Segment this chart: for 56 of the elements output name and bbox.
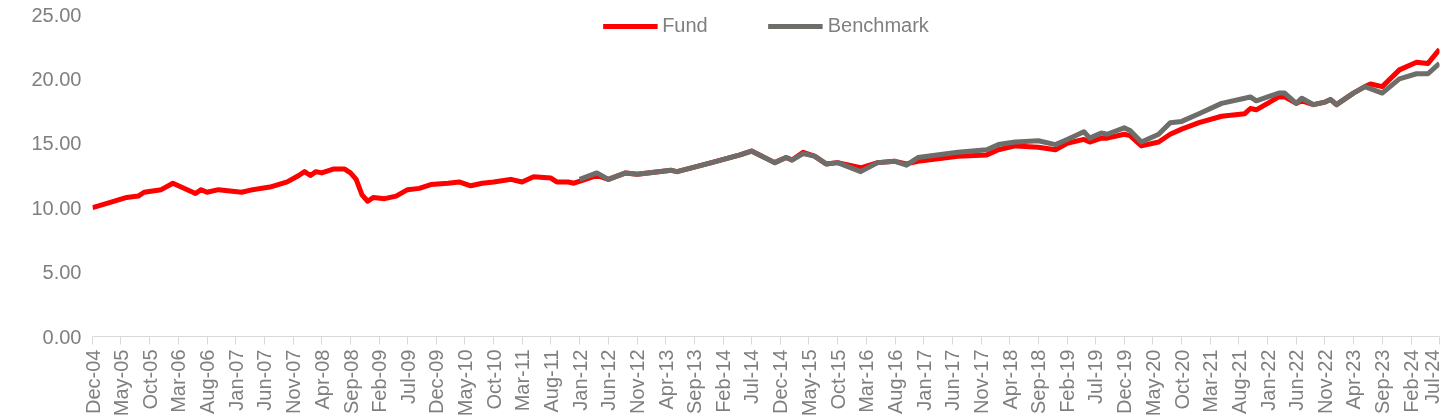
- x-tick-label: Jun-22: [1285, 349, 1308, 411]
- y-tick-label: 25.00: [31, 3, 82, 26]
- x-tick-label: Oct-10: [482, 349, 505, 410]
- x-tick-label: Aug-06: [196, 349, 219, 414]
- x-tick-label: Sep-08: [339, 349, 362, 414]
- x-tick-label: Apr-23: [1342, 349, 1365, 410]
- y-tick-label: 15.00: [31, 132, 82, 155]
- x-tick-label: Sep-18: [1027, 349, 1050, 414]
- x-tick-label: Mar-11: [511, 349, 534, 412]
- x-tick-label: Jun-07: [253, 349, 276, 411]
- x-tick-label: May-15: [797, 349, 820, 417]
- x-tick-label: Dec-14: [769, 349, 792, 414]
- x-tick-label: Jul-09: [396, 349, 419, 404]
- x-tick-label: Jun-17: [941, 349, 964, 411]
- x-tick-label: Jan-17: [912, 349, 935, 411]
- x-tick-label: Jul-14: [740, 349, 763, 404]
- x-tick-label: Nov-22: [1313, 349, 1336, 414]
- x-tick-label: Mar-16: [855, 349, 878, 413]
- x-tick-label: Mar-06: [167, 349, 190, 413]
- x-tick-label: Apr-18: [998, 349, 1021, 410]
- x-tick-label: Feb-19: [1056, 349, 1079, 413]
- x-tick-label: Feb-24: [1400, 349, 1423, 413]
- y-tick-label: 5.00: [42, 261, 82, 284]
- x-tick-label: Jun-12: [597, 349, 620, 411]
- x-tick-label: Dec-04: [81, 349, 104, 414]
- x-tick-label: Oct-20: [1170, 349, 1193, 410]
- legend-label: Benchmark: [827, 14, 929, 37]
- x-tick-label: Jul-19: [1084, 349, 1107, 404]
- x-tick-label: Feb-09: [368, 349, 391, 413]
- x-tick-label: May-20: [1141, 349, 1164, 417]
- x-tick-label: Nov-07: [282, 349, 305, 414]
- x-tick-label: Apr-08: [310, 349, 333, 410]
- x-tick-label: Sep-13: [683, 349, 706, 414]
- x-tick-label: Oct-15: [826, 349, 849, 410]
- x-tick-label: Aug-11: [539, 349, 562, 413]
- y-tick-label: 10.00: [31, 196, 82, 219]
- x-tick-label: Aug-21: [1227, 349, 1250, 414]
- x-tick-label: Jul-24: [1421, 349, 1443, 404]
- x-tick-label: Dec-09: [425, 349, 448, 414]
- x-tick-label: Jan-07: [224, 349, 247, 411]
- x-tick-label: May-10: [453, 349, 476, 417]
- y-tick-label: 0.00: [42, 325, 82, 348]
- x-tick-label: Dec-19: [1113, 349, 1136, 414]
- x-tick-label: Aug-16: [884, 349, 907, 414]
- x-tick-label: Apr-13: [654, 349, 677, 410]
- y-tick-label: 20.00: [31, 67, 82, 90]
- x-tick-label: Nov-17: [970, 349, 993, 414]
- legend-label: Fund: [662, 14, 708, 37]
- x-tick-label: Sep-23: [1371, 349, 1394, 414]
- x-tick-label: Jan-12: [568, 349, 591, 411]
- x-tick-label: Nov-12: [626, 349, 649, 414]
- x-tick-label: Mar-21: [1199, 349, 1222, 413]
- x-tick-label: Oct-05: [138, 349, 161, 410]
- x-tick-label: May-05: [109, 349, 132, 417]
- x-tick-label: Jan-22: [1256, 349, 1279, 411]
- x-tick-label: Feb-14: [712, 349, 735, 413]
